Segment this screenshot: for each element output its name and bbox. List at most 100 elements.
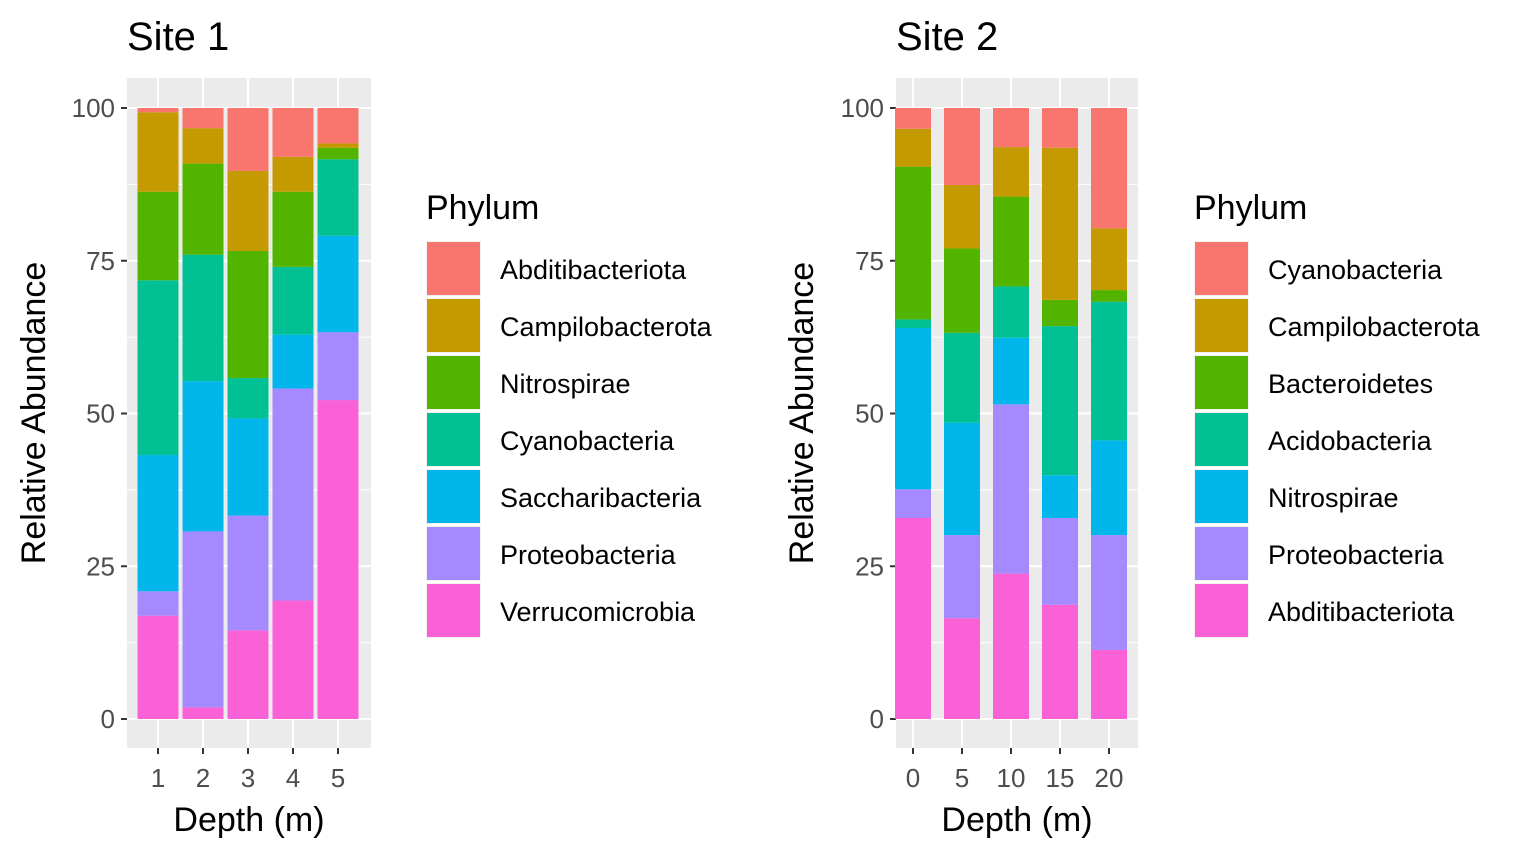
legend-key-swatch bbox=[1195, 299, 1248, 352]
bar-segment-campilobacterota-4 bbox=[272, 156, 314, 192]
bar-segment-acidobacteria-0 bbox=[895, 319, 931, 328]
bar-segment-verrucomicrobia-3 bbox=[227, 630, 269, 719]
legend-item: Abditibacteriota bbox=[426, 241, 687, 296]
bar-segment-verrucomicrobia-4 bbox=[272, 600, 314, 719]
bar-segment-nitrospirae-5 bbox=[944, 422, 980, 536]
bar-segment-verrucomicrobia-5 bbox=[317, 400, 359, 719]
bar-segment-proteobacteria-5 bbox=[317, 332, 359, 401]
legend-label: Nitrospirae bbox=[1268, 483, 1399, 513]
bar-segment-cyanobacteria-15 bbox=[1042, 108, 1078, 148]
bar-segment-abditibacteriota-10 bbox=[993, 573, 1029, 719]
legend-key-swatch bbox=[427, 299, 480, 352]
bar-segment-proteobacteria-3 bbox=[227, 515, 269, 631]
legend-item: Saccharibacteria bbox=[426, 469, 702, 524]
legend-item: Cyanobacteria bbox=[1194, 241, 1443, 296]
x-tick-label: 0 bbox=[906, 763, 920, 793]
bar-segment-acidobacteria-5 bbox=[944, 332, 980, 423]
bar-segment-proteobacteria-4 bbox=[272, 388, 314, 601]
legend-item: Nitrospirae bbox=[426, 355, 631, 410]
bar-segment-bacteroidetes-15 bbox=[1042, 299, 1078, 327]
bar-segment-abditibacteriota-15 bbox=[1042, 604, 1078, 719]
legend-label: Abditibacteriota bbox=[1268, 597, 1455, 627]
legend-key-swatch bbox=[427, 470, 480, 523]
bar-segment-cyanobacteria-2 bbox=[182, 254, 224, 382]
bar-segment-bacteroidetes-0 bbox=[895, 166, 931, 320]
legend-key-swatch bbox=[427, 527, 480, 580]
legend-title: Phylum bbox=[1194, 189, 1307, 227]
y-tick-label: 0 bbox=[870, 704, 884, 734]
bar-segment-proteobacteria-0 bbox=[895, 489, 931, 518]
bar-segment-nitrospirae-0 bbox=[895, 327, 931, 490]
bar-segment-saccharibacteria-3 bbox=[227, 418, 269, 516]
x-tick-label: 5 bbox=[955, 763, 969, 793]
legend-title: Phylum bbox=[426, 189, 539, 227]
bar-segment-nitrospirae-5 bbox=[317, 147, 359, 160]
bar-segment-nitrospirae-10 bbox=[993, 337, 1029, 405]
legend: Phylum Cyanobacteria Campilobacterota Bacte… bbox=[1194, 189, 1481, 638]
x-tick-label: 20 bbox=[1095, 763, 1124, 793]
legend-key-swatch bbox=[1195, 584, 1248, 637]
panel-title: Site 2 bbox=[896, 15, 998, 59]
legend-item: Verrucomicrobia bbox=[426, 583, 696, 638]
y-tick-label: 50 bbox=[855, 399, 884, 429]
bar-segment-cyanobacteria-1 bbox=[137, 280, 179, 456]
panel-site-2: 0 25 50 75 100 0 5 10 15 20 Site 2 Depth (m) Relativ… bbox=[783, 15, 1481, 839]
bar-segment-proteobacteria-20 bbox=[1091, 535, 1127, 650]
panel-title: Site 1 bbox=[127, 15, 229, 59]
legend-label: Abditibacteriota bbox=[500, 255, 687, 285]
bar-segment-cyanobacteria-20 bbox=[1091, 108, 1127, 229]
x-tick-label: 2 bbox=[196, 763, 210, 793]
legend-item: Abditibacteriota bbox=[1194, 583, 1455, 638]
bar-segment-nitrospirae-4 bbox=[272, 191, 314, 267]
legend-key-swatch bbox=[427, 242, 480, 295]
legend-key-swatch bbox=[1195, 356, 1248, 409]
bar-segment-abditibacteriota-0 bbox=[895, 517, 931, 719]
bar-segment-campilobacterota-3 bbox=[227, 170, 269, 251]
bar-segment-cyanobacteria-0 bbox=[895, 108, 931, 129]
bar-segment-bacteroidetes-5 bbox=[944, 248, 980, 333]
legend-item: Proteobacteria bbox=[1194, 526, 1445, 581]
bar-segment-saccharibacteria-5 bbox=[317, 235, 359, 333]
y-tick-label: 0 bbox=[101, 704, 115, 734]
legend-label: Campilobacterota bbox=[1268, 312, 1481, 342]
y-tick-label: 100 bbox=[72, 93, 115, 123]
legend-item: Campilobacterota bbox=[1194, 298, 1481, 353]
bar-segment-nitrospirae-3 bbox=[227, 250, 269, 379]
legend-key-swatch bbox=[427, 584, 480, 637]
bar-segment-abditibacteriota-4 bbox=[272, 108, 314, 157]
bar-segment-campilobacterota-0 bbox=[895, 128, 931, 167]
legend: Phylum Abditibacteriota Campilobacterota Ni… bbox=[426, 189, 713, 638]
legend-item: Campilobacterota bbox=[426, 298, 713, 353]
legend-key-swatch bbox=[427, 356, 480, 409]
bar-segment-acidobacteria-20 bbox=[1091, 301, 1127, 441]
bar-segment-campilobacterota-20 bbox=[1091, 228, 1127, 291]
bar-segment-nitrospirae-1 bbox=[137, 191, 179, 281]
bar-segment-verrucomicrobia-2 bbox=[182, 707, 224, 719]
bar-segment-proteobacteria-2 bbox=[182, 531, 224, 708]
x-tick-label: 10 bbox=[997, 763, 1026, 793]
bar-segment-abditibacteriota-2 bbox=[182, 108, 224, 129]
bar-segment-acidobacteria-15 bbox=[1042, 326, 1078, 476]
bar-segment-campilobacterota-10 bbox=[993, 147, 1029, 197]
bar-segment-campilobacterota-1 bbox=[137, 112, 179, 192]
bar-segment-abditibacteriota-5 bbox=[944, 618, 980, 719]
legend-label: Saccharibacteria bbox=[500, 483, 702, 513]
bar-segment-bacteroidetes-10 bbox=[993, 196, 1029, 287]
x-tick-label: 1 bbox=[151, 763, 165, 793]
legend-item: Nitrospirae bbox=[1194, 469, 1399, 524]
legend-label: Cyanobacteria bbox=[500, 426, 675, 456]
bar-segment-abditibacteriota-20 bbox=[1091, 649, 1127, 719]
y-tick-label: 25 bbox=[86, 551, 115, 581]
bar-segment-saccharibacteria-2 bbox=[182, 381, 224, 532]
bar-segment-proteobacteria-1 bbox=[137, 591, 179, 616]
bar-segment-campilobacterota-2 bbox=[182, 128, 224, 164]
x-tick-label: 5 bbox=[331, 763, 345, 793]
bar-segment-saccharibacteria-1 bbox=[137, 455, 179, 592]
legend-label: Bacteroidetes bbox=[1268, 369, 1433, 399]
x-axis-label: Depth (m) bbox=[173, 801, 324, 839]
bar-segment-cyanobacteria-10 bbox=[993, 108, 1029, 148]
legend-label: Acidobacteria bbox=[1268, 426, 1433, 456]
bar-segment-proteobacteria-15 bbox=[1042, 517, 1078, 605]
y-axis-label: Relative Abundance bbox=[783, 262, 821, 564]
